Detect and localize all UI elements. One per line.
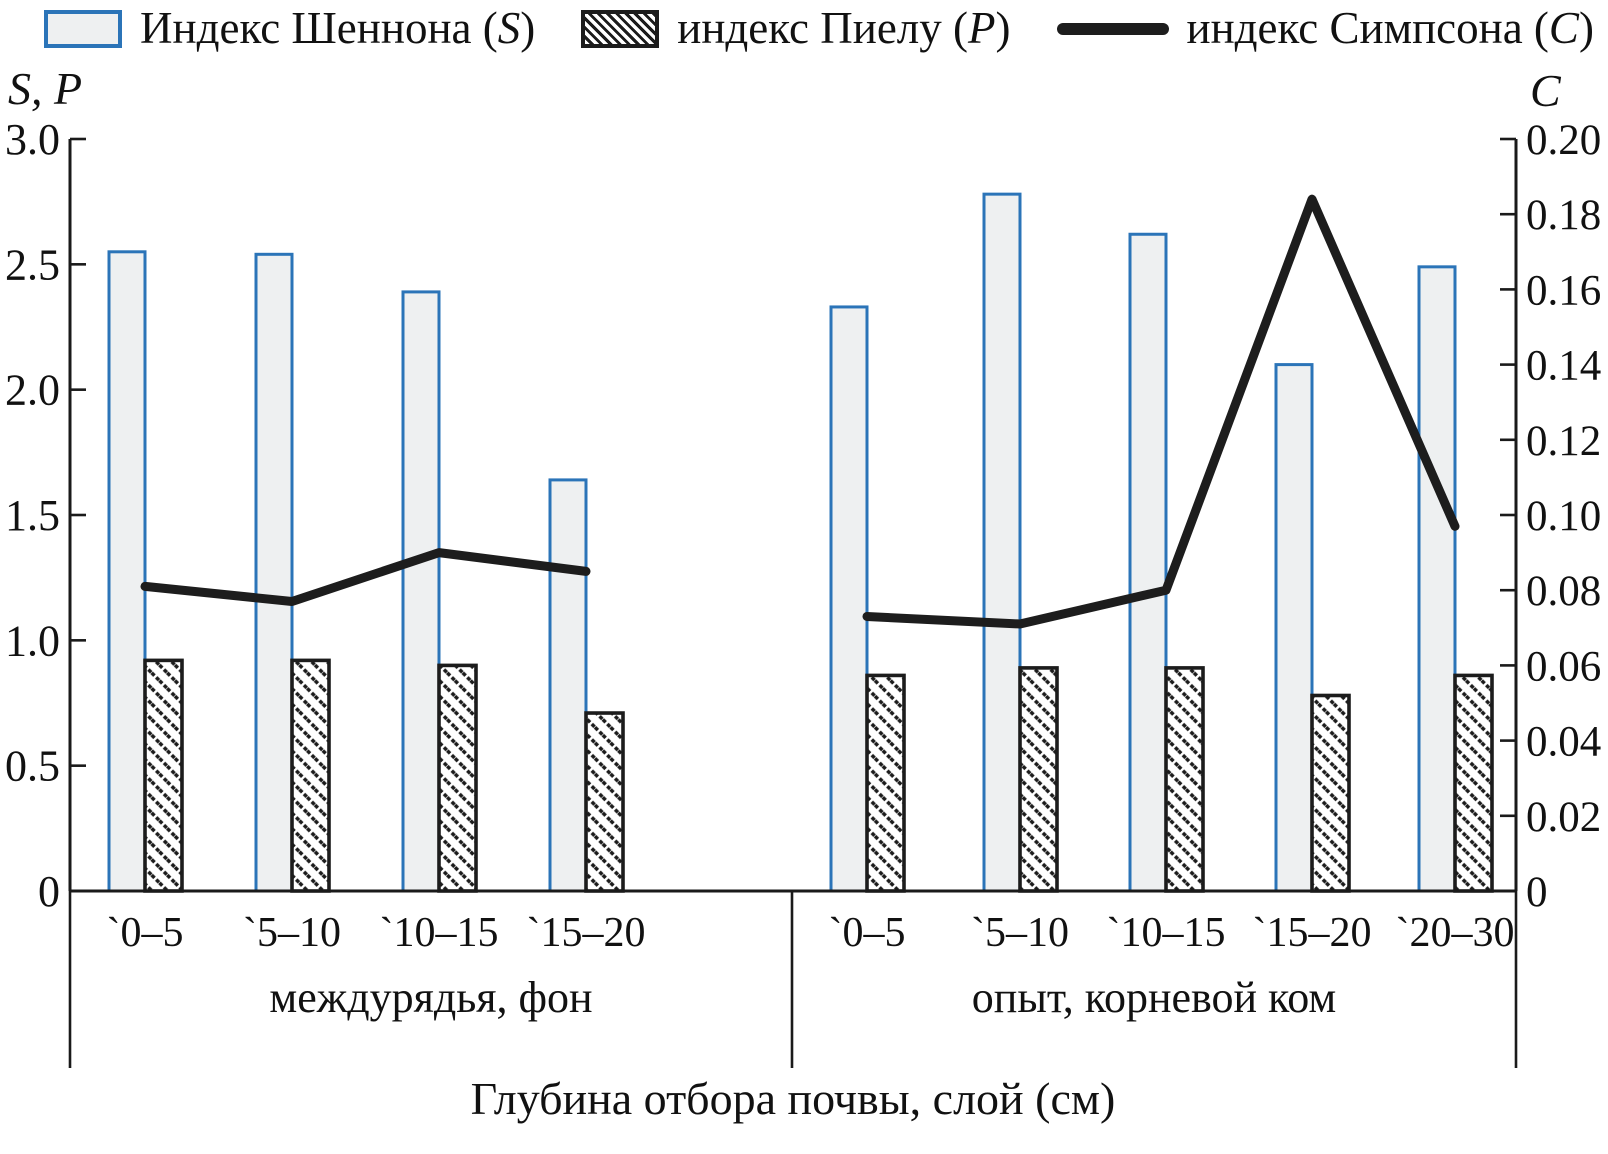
left-tick-label: 2.0 [5, 366, 60, 415]
legend: Индекс Шеннона (S) индекс Пиелу (P) инде… [44, 6, 1594, 51]
shannon-bar [1417, 265, 1457, 893]
legend-item-pielou: индекс Пиелу (P) [581, 3, 1011, 53]
legend-item-simpson: индекс Симпсона (C) [1056, 3, 1594, 53]
right-axis-label: C [1530, 65, 1562, 116]
legend-label-shannon: Индекс Шеннона (S) [140, 3, 536, 53]
simpson-line [862, 194, 1460, 629]
right-tick-label: 0 [1526, 869, 1548, 916]
right-tick-label: 0.12 [1526, 418, 1601, 465]
left-tick-label: 1.0 [5, 616, 60, 665]
right-tick-label: 0.18 [1526, 192, 1601, 239]
category-label: `5–10 [971, 910, 1069, 956]
pielou-bar-swatch [581, 9, 660, 48]
shannon-bar [548, 478, 588, 893]
pielou-bar [290, 658, 331, 893]
category-label: `15–20 [527, 910, 646, 956]
category-label: `10–15 [1107, 910, 1226, 956]
legend-item-shannon: Индекс Шеннона (S) [44, 6, 535, 51]
line-layer [140, 194, 1460, 629]
pielou-bar [584, 711, 625, 893]
left-tick-label: 2.5 [5, 240, 60, 289]
category-label: `0–5 [829, 910, 906, 956]
legend-label-simpson: индекс Симпсона (C) [1186, 3, 1594, 53]
shannon-bar [1274, 363, 1314, 893]
pielou-bar [143, 658, 184, 893]
category-frame [68, 891, 1518, 1068]
simpson-line [140, 548, 591, 606]
left-tick-label: 0 [38, 867, 60, 916]
pielou-bar [1018, 666, 1059, 893]
bars-layer [107, 192, 1494, 893]
category-label: `15–20 [1253, 910, 1372, 956]
simpson-line-swatch [1056, 22, 1169, 35]
x-axis-title: Глубина отбора почвы, слой (см) [471, 1073, 1116, 1124]
shannon-bar [254, 252, 294, 893]
shannon-bar [1128, 232, 1168, 893]
left-tick-label: 0.5 [5, 742, 60, 791]
right-tick-label: 0.20 [1526, 117, 1601, 164]
pielou-bar [865, 673, 906, 893]
right-tick-label: 0.08 [1526, 568, 1601, 615]
legend-label-pielou: индекс Пиелу (P) [677, 3, 1011, 53]
pielou-bar [437, 663, 478, 893]
pielou-bar [1310, 693, 1351, 893]
left-tick-label: 1.5 [5, 491, 60, 540]
right-tick-label: 0.02 [1526, 794, 1601, 841]
right-tick-label: 0.10 [1526, 493, 1601, 540]
shannon-bar [982, 192, 1022, 893]
right-tick-label: 0.04 [1526, 719, 1601, 766]
pielou-bar [1164, 666, 1205, 893]
left-axis-label: S, P [8, 63, 82, 114]
category-label: `0–5 [107, 910, 184, 956]
pielou-bar [1453, 673, 1494, 893]
right-tick-label: 0.06 [1526, 643, 1601, 690]
shannon-bar [401, 290, 441, 893]
shannon-bar [829, 305, 869, 893]
left-tick-label: 3.0 [5, 115, 60, 164]
category-label: `5–10 [243, 910, 341, 956]
right-tick-label: 0.16 [1526, 267, 1601, 314]
group-label: опыт, корневой ком [972, 973, 1336, 1022]
shannon-bar-swatch [44, 9, 122, 48]
category-label: `10–15 [380, 910, 499, 956]
right-tick-label: 0.14 [1526, 343, 1601, 390]
category-label: `20–30 [1396, 910, 1515, 956]
group-label: междурядья, фон [269, 973, 592, 1022]
shannon-bar [107, 250, 147, 893]
